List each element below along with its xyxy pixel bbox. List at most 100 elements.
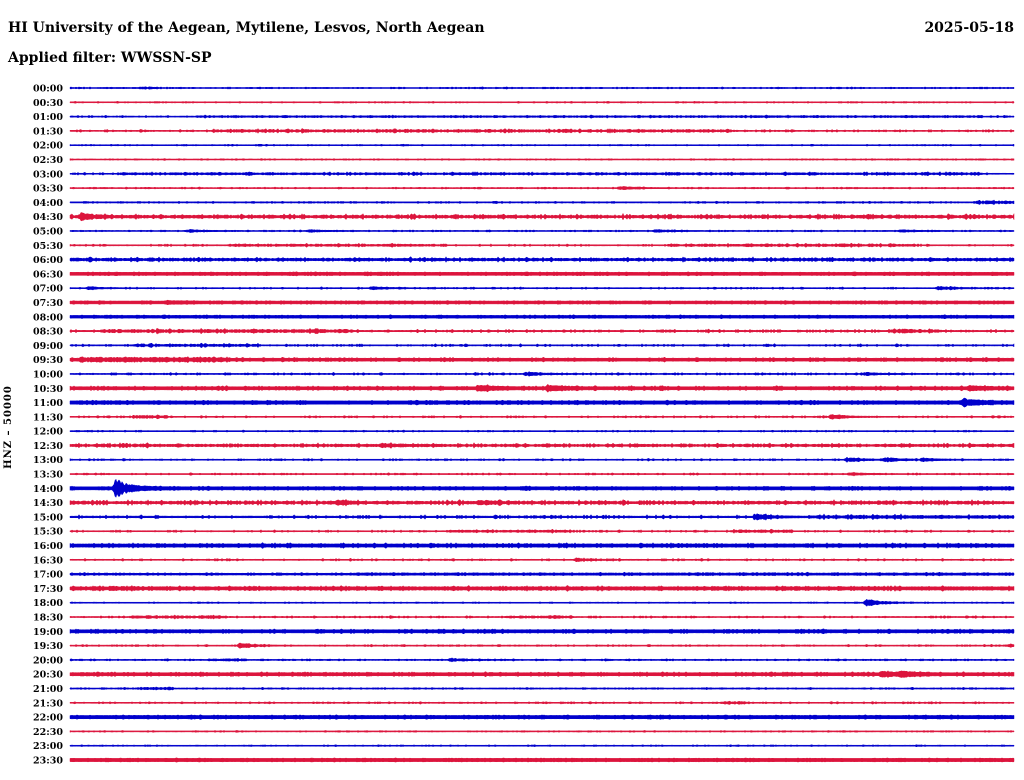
row-time-label: 14:00 bbox=[33, 484, 63, 495]
trace-row: 03:30 bbox=[33, 184, 1015, 195]
trace-row: 02:00 bbox=[33, 141, 1015, 152]
waveform-trace bbox=[69, 730, 1015, 733]
trace-row: 01:00 bbox=[33, 112, 1015, 123]
trace-row: 10:30 bbox=[33, 383, 1015, 395]
trace-row: 18:00 bbox=[33, 598, 1015, 609]
trace-row: 09:00 bbox=[33, 341, 1015, 352]
trace-row: 09:30 bbox=[33, 355, 1015, 366]
waveform-trace bbox=[69, 429, 1015, 433]
waveform-trace bbox=[69, 342, 1015, 349]
trace-row: 22:00 bbox=[33, 713, 1015, 724]
trace-row: 19:00 bbox=[33, 627, 1015, 638]
waveform-trace bbox=[69, 371, 1015, 377]
waveform-trace bbox=[69, 327, 1015, 335]
row-time-label: 01:30 bbox=[33, 126, 63, 137]
row-time-label: 15:30 bbox=[33, 527, 63, 538]
trace-row: 12:00 bbox=[33, 427, 1015, 438]
trace-row: 21:00 bbox=[33, 684, 1015, 695]
waveform-trace bbox=[69, 442, 1015, 449]
waveform-trace bbox=[69, 598, 1015, 607]
row-time-label: 03:30 bbox=[33, 184, 63, 195]
waveform-trace bbox=[69, 614, 1015, 620]
station-title: HI University of the Aegean, Mytilene, L… bbox=[8, 20, 485, 36]
row-time-label: 02:30 bbox=[33, 155, 63, 166]
row-time-label: 20:00 bbox=[33, 655, 63, 666]
waveform-trace bbox=[69, 397, 1015, 408]
waveform-trace bbox=[69, 542, 1015, 549]
row-time-label: 09:30 bbox=[33, 355, 63, 366]
filter-label: Applied filter: WWSSN-SP bbox=[8, 50, 212, 66]
waveform-trace bbox=[69, 86, 1015, 90]
trace-row: 16:00 bbox=[33, 541, 1015, 552]
waveform-trace bbox=[69, 657, 1015, 663]
plot-date: 2025-05-18 bbox=[924, 20, 1014, 36]
trace-row: 20:00 bbox=[33, 655, 1015, 666]
trace-row: 11:00 bbox=[33, 397, 1015, 409]
waveform-trace bbox=[69, 256, 1015, 263]
trace-row: 14:30 bbox=[33, 498, 1015, 509]
waveform-trace bbox=[69, 158, 1015, 161]
trace-row: 04:30 bbox=[33, 212, 1015, 223]
row-time-label: 16:30 bbox=[33, 555, 63, 566]
waveform-trace bbox=[69, 414, 1015, 420]
trace-row: 04:00 bbox=[33, 198, 1015, 209]
row-time-label: 19:30 bbox=[33, 641, 63, 652]
waveform-trace bbox=[69, 700, 1015, 705]
trace-row: 17:00 bbox=[33, 570, 1015, 581]
waveform-trace bbox=[69, 383, 1015, 393]
trace-row: 18:30 bbox=[33, 613, 1015, 624]
trace-row: 05:00 bbox=[33, 227, 1015, 238]
waveform-trace bbox=[69, 557, 1015, 563]
trace-row: 14:00 bbox=[33, 478, 1015, 498]
row-time-label: 10:30 bbox=[33, 384, 63, 395]
row-time-label: 20:30 bbox=[33, 670, 63, 681]
trace-row: 19:30 bbox=[33, 641, 1015, 652]
row-time-label: 11:30 bbox=[33, 412, 63, 423]
trace-row: 03:00 bbox=[33, 169, 1015, 180]
trace-row: 07:00 bbox=[33, 284, 1015, 295]
waveform-trace bbox=[69, 114, 1015, 119]
trace-row: 22:30 bbox=[33, 727, 1015, 738]
waveform-trace bbox=[69, 186, 1015, 190]
row-time-label: 06:00 bbox=[33, 255, 63, 266]
trace-row: 07:30 bbox=[33, 298, 1015, 309]
row-time-label: 04:00 bbox=[33, 198, 63, 209]
waveform-trace bbox=[69, 686, 1015, 691]
waveform-trace bbox=[69, 271, 1015, 277]
row-time-label: 11:00 bbox=[33, 398, 63, 409]
waveform-trace bbox=[69, 714, 1015, 720]
waveform-trace bbox=[69, 744, 1015, 747]
waveform-trace bbox=[69, 471, 1015, 477]
row-time-label: 08:30 bbox=[33, 327, 63, 338]
trace-row: 00:30 bbox=[33, 98, 1015, 109]
waveform-trace bbox=[69, 229, 1015, 233]
waveform-trace bbox=[69, 356, 1015, 364]
row-time-label: 17:00 bbox=[33, 570, 63, 581]
trace-row: 10:00 bbox=[33, 370, 1015, 381]
row-time-label: 09:00 bbox=[33, 341, 63, 352]
row-time-label: 13:30 bbox=[33, 470, 63, 481]
waveform-trace bbox=[69, 299, 1015, 306]
waveform-trace bbox=[69, 285, 1015, 291]
waveform-trace bbox=[69, 101, 1015, 104]
row-time-label: 00:30 bbox=[33, 98, 63, 109]
row-time-label: 05:00 bbox=[33, 227, 63, 238]
waveform-trace bbox=[69, 143, 1015, 147]
trace-row: 00:00 bbox=[33, 84, 1015, 95]
waveform-trace bbox=[69, 571, 1015, 577]
row-time-label: 13:00 bbox=[33, 455, 63, 466]
row-time-label: 21:30 bbox=[33, 698, 63, 709]
trace-row: 06:30 bbox=[33, 269, 1015, 280]
trace-row: 16:30 bbox=[33, 555, 1015, 566]
row-time-label: 19:00 bbox=[33, 627, 63, 638]
row-time-label: 12:30 bbox=[33, 441, 63, 452]
trace-row: 08:00 bbox=[33, 312, 1015, 323]
trace-row: 08:30 bbox=[33, 327, 1015, 338]
waveform-trace bbox=[69, 314, 1015, 320]
trace-row: 15:00 bbox=[33, 512, 1015, 523]
trace-row: 23:30 bbox=[33, 756, 1015, 767]
row-time-label: 08:00 bbox=[33, 312, 63, 323]
waveform-trace bbox=[69, 585, 1015, 592]
